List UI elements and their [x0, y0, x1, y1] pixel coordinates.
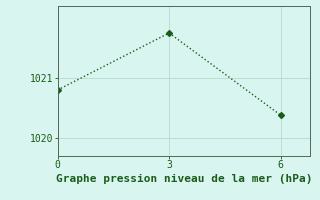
X-axis label: Graphe pression niveau de la mer (hPa): Graphe pression niveau de la mer (hPa) [56, 174, 312, 184]
